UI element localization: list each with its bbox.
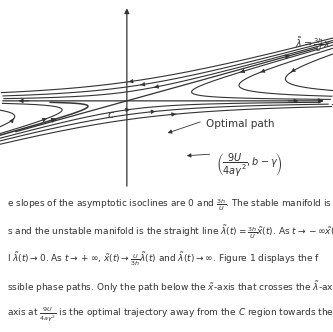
Text: e slopes of the asymptotic isoclines are 0 and $\frac{3h}{U}$. The stable manifo: e slopes of the asymptotic isoclines are…	[7, 195, 333, 213]
Text: axis at $\frac{9U}{4a\gamma^2}$ is the optimal trajectory away from the $C$ regi: axis at $\frac{9U}{4a\gamma^2}$ is the o…	[7, 306, 333, 324]
Text: l $\tilde{\lambda}(t)\to 0$. As $t\to+\infty$, $\tilde{x}(t)\to\frac{U}{3h}\tild: l $\tilde{\lambda}(t)\to 0$. As $t\to+\i…	[7, 251, 320, 269]
Text: ssible phase paths. Only the path below the $\tilde{x}$-axis that crosses the $\: ssible phase paths. Only the path below …	[7, 280, 333, 295]
Text: $\tilde{y}$: $\tilde{y}$	[331, 90, 333, 108]
Text: $\left(\dfrac{9U}{4a\gamma^2},b-\gamma\right)$: $\left(\dfrac{9U}{4a\gamma^2},b-\gamma\r…	[216, 152, 282, 179]
Text: Optimal path: Optimal path	[206, 119, 275, 129]
Text: s and the unstable manifold is the straight line $\tilde{\lambda}(t)=\frac{3h}{U: s and the unstable manifold is the strai…	[7, 223, 333, 241]
Text: $\tilde{\lambda}$: $\tilde{\lambda}$	[118, 0, 127, 3]
Text: $c$: $c$	[107, 110, 115, 120]
Text: $\tilde{\lambda}=\frac{3h}{U}x$: $\tilde{\lambda}=\frac{3h}{U}x$	[295, 36, 331, 54]
